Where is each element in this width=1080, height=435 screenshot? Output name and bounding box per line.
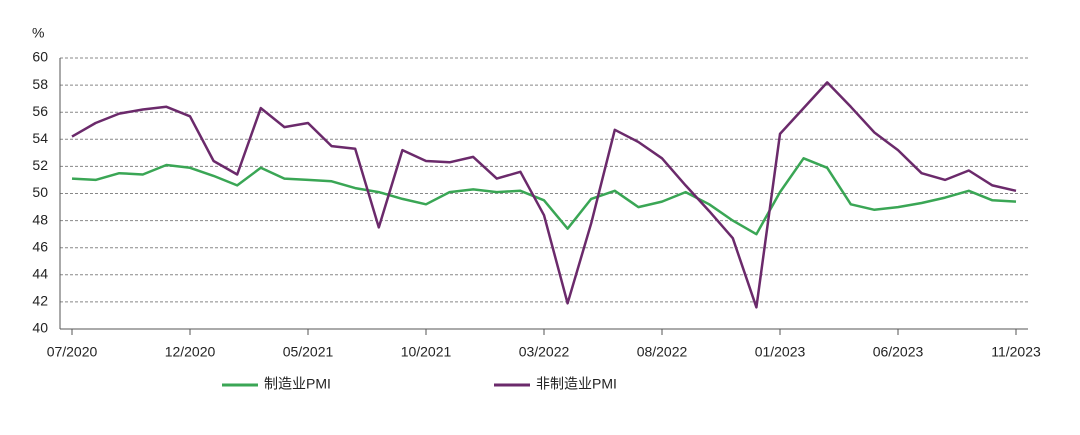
x-tick-label: 03/2022 xyxy=(519,344,570,360)
legend-label: 非制造业PMI xyxy=(536,376,617,392)
y-tick-label: 54 xyxy=(32,130,48,146)
x-tick-label: 07/2020 xyxy=(47,344,98,360)
x-tick-label: 01/2023 xyxy=(755,344,806,360)
x-tick-label: 11/2023 xyxy=(991,344,1041,360)
x-tick-label: 08/2022 xyxy=(637,344,688,360)
y-tick-label: 40 xyxy=(32,320,48,336)
series-line xyxy=(71,81,1017,309)
x-tick-label: 05/2021 xyxy=(283,344,334,360)
y-tick-label: 42 xyxy=(32,293,48,309)
x-tick-label: 10/2021 xyxy=(401,344,452,360)
y-tick-label: 58 xyxy=(32,76,48,92)
y-tick-label: 52 xyxy=(32,157,48,173)
x-tick-label: 12/2020 xyxy=(165,344,216,360)
y-tick-label: 50 xyxy=(32,184,48,200)
legend-label: 制造业PMI xyxy=(264,376,331,392)
y-tick-label: 60 xyxy=(32,49,48,65)
x-tick-label: 06/2023 xyxy=(873,344,924,360)
y-tick-label: 48 xyxy=(32,211,48,227)
y-tick-label: 46 xyxy=(32,238,48,254)
y-tick-label: 56 xyxy=(32,103,48,119)
y-tick-label: 44 xyxy=(32,266,48,282)
y-axis-label: % xyxy=(32,25,44,41)
series-line xyxy=(71,157,1017,236)
